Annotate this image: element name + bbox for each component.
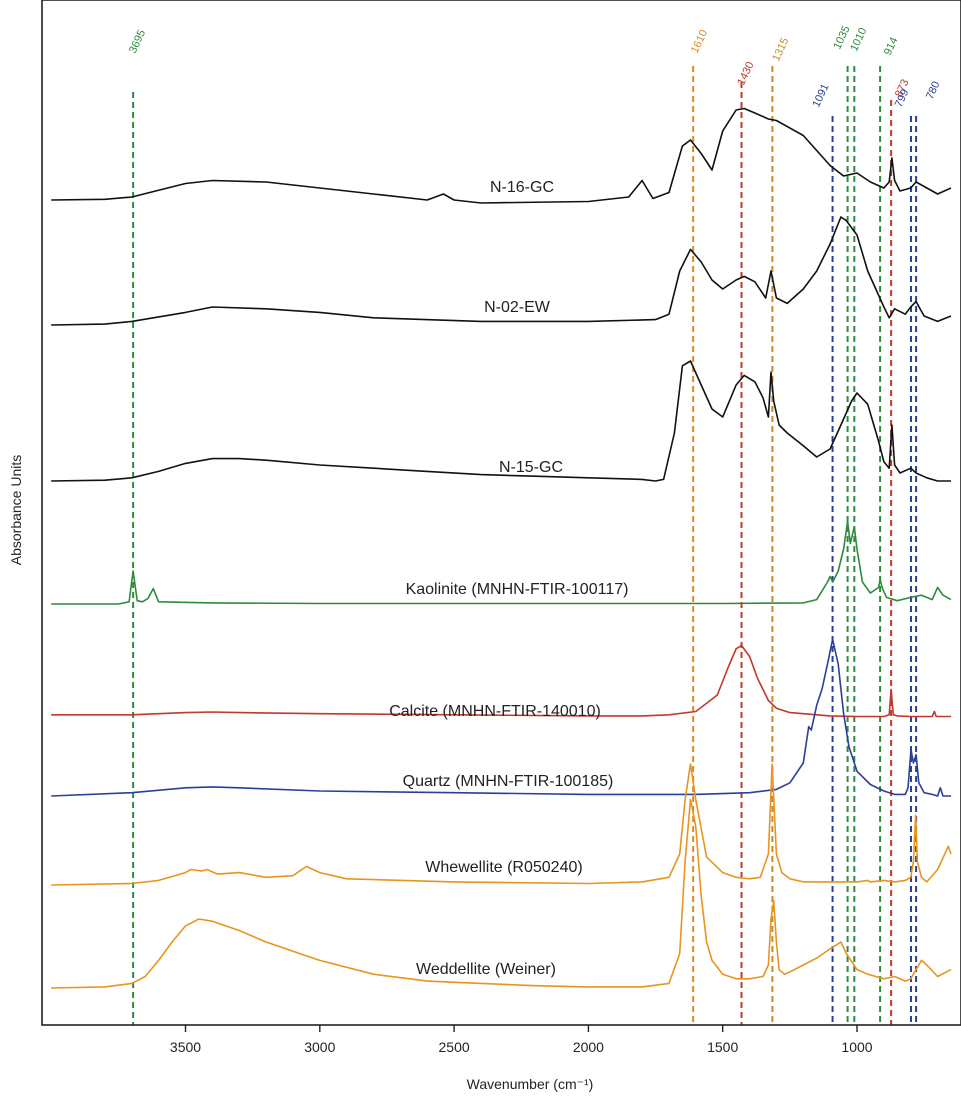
plot-frame (41, 0, 961, 1026)
series-line-2 (51, 360, 951, 482)
x-tick-label-3000: 3000 (304, 1039, 335, 1055)
series-label-5: Quartz (MNHN-FTIR-100185) (403, 773, 614, 790)
peak-label-3695: 3695 (127, 28, 148, 55)
series-label-1: N-02-EW (484, 299, 551, 316)
series-label-7: Weddellite (Weiner) (416, 961, 556, 978)
peak-label-1091: 1091 (810, 82, 831, 109)
peak-label-914: 914 (882, 36, 901, 58)
peak-label-1610: 1610 (689, 28, 710, 55)
x-axis-ticks: 3500 3000 2500 2000 1500 1000 (170, 1025, 873, 1055)
series-line-5 (51, 638, 951, 797)
series-label-0: N-16-GC (490, 179, 554, 196)
series-labels: N-16-GC N-02-EW N-15-GC Kaolinite (MNHN-FTI… (389, 179, 628, 978)
series-line-4 (51, 644, 951, 718)
series-line-0 (51, 107, 952, 204)
peak-label-1315: 1315 (770, 36, 791, 63)
peak-label-1430: 1430 (735, 60, 756, 87)
peak-label-780: 780 (924, 80, 943, 102)
x-tick-label-2000: 2000 (573, 1039, 604, 1055)
series-line-7 (51, 798, 952, 989)
x-tick-label-2500: 2500 (439, 1039, 470, 1055)
series-label-3: Kaolinite (MNHN-FTIR-100117) (406, 581, 629, 598)
series-line-1 (51, 216, 952, 326)
x-tick-label-1500: 1500 (707, 1039, 738, 1055)
reference-lines (132, 66, 918, 1025)
series-label-6: Whewellite (R050240) (425, 859, 582, 876)
spectra (51, 107, 952, 989)
x-axis-title: Wavenumber (cm⁻¹) (467, 1076, 594, 1092)
series-label-2: N-15-GC (499, 459, 563, 476)
series-line-6 (51, 763, 952, 886)
series-line-3 (51, 520, 952, 605)
series-label-4: Calcite (MNHN-FTIR-140010) (389, 703, 601, 720)
x-tick-label-3500: 3500 (170, 1039, 201, 1055)
x-tick-label-1000: 1000 (841, 1039, 872, 1055)
y-axis-title: Absorbance Units (8, 455, 24, 566)
